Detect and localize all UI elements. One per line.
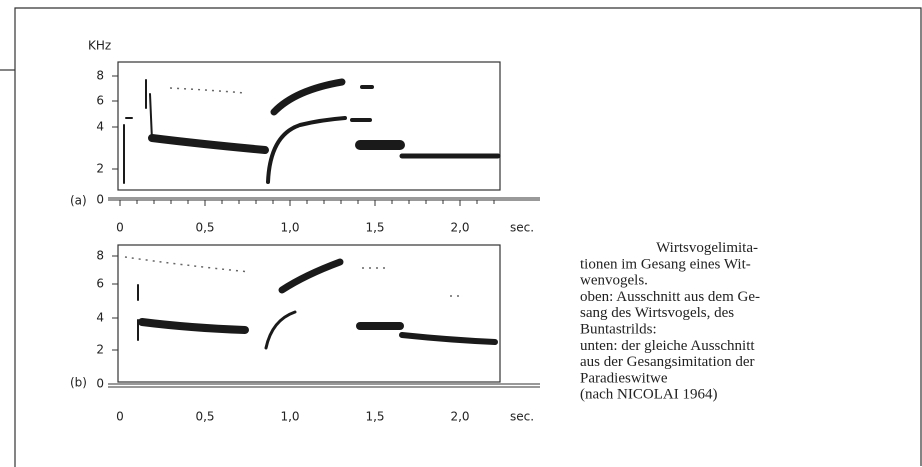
spectrogram-trace [123, 79, 153, 184]
x-tick-label: 1,5 [365, 410, 384, 424]
frame [14, 7, 922, 467]
panel-b [108, 244, 540, 388]
tick-marks [119, 200, 495, 206]
y-tick-label: 6 [96, 94, 104, 108]
y-unit: KHz [88, 39, 111, 53]
panel-label: (b) [70, 376, 87, 390]
spectrogram-trace [399, 332, 498, 345]
spectrogram-trace [270, 78, 346, 116]
spectrogram-trace [124, 256, 251, 273]
x-tick-label: 1,0 [280, 221, 299, 235]
x-tick-label: 0,5 [195, 410, 214, 424]
caption-line: unten: der gleiche Ausschnitt [580, 338, 755, 354]
spectrogram-trace [362, 267, 460, 297]
spectrogram-trace [264, 310, 297, 350]
caption-line: Paradieswitwe [580, 370, 668, 386]
y-tick-label: 8 [96, 249, 104, 263]
x-tick-label: 0 [116, 410, 124, 424]
y-tick-label: 4 [96, 311, 104, 325]
tick-marks [112, 75, 118, 201]
y-tick-label: 0 [96, 193, 104, 207]
caption-line: aus der Gesangsimitation der [580, 354, 755, 370]
x-tick-label: 0,5 [195, 221, 214, 235]
spectrogram-trace [148, 134, 269, 154]
caption-line: tionen im Gesang eines Wit- [580, 256, 751, 272]
x-tick-label: 1,0 [280, 410, 299, 424]
spectrogram-trace [266, 116, 347, 184]
spectrogram-trace [169, 87, 246, 94]
x-tick-label: 1,5 [365, 221, 384, 235]
y-tick-label: 6 [96, 277, 104, 291]
spectrogram-trace [278, 258, 344, 294]
x-unit: sec. [510, 410, 534, 424]
spectrogram-trace [138, 318, 249, 334]
y-tick-label: 2 [96, 343, 104, 357]
x-tick-label: 2,0 [450, 221, 469, 235]
x-tick-label: 0 [116, 221, 124, 235]
spectrogram-box [117, 61, 501, 191]
y-tick-label: 4 [96, 120, 104, 134]
spectrogram-box [117, 244, 501, 383]
spectrogram-trace [350, 85, 374, 122]
caption-line: sang des Wirtsvogels, des [580, 305, 734, 321]
y-tick-label: 2 [96, 162, 104, 176]
panel-label: (a) [70, 194, 87, 208]
tick-marks [112, 255, 118, 385]
caption-line: oben: Ausschnitt aus dem Ge- [580, 289, 760, 305]
caption-line: Wirtsvogelimita- [656, 240, 758, 256]
y-tick-label: 0 [96, 377, 104, 391]
x-tick-label: 2,0 [450, 410, 469, 424]
y-tick-label: 8 [96, 69, 104, 83]
caption-line: (nach NICOLAI 1964) [580, 387, 717, 403]
caption-line: wenvogels. [580, 273, 648, 289]
x-unit: sec. [510, 221, 534, 235]
caption-line: Buntastrilds: [580, 322, 657, 338]
panel-a [108, 61, 540, 206]
